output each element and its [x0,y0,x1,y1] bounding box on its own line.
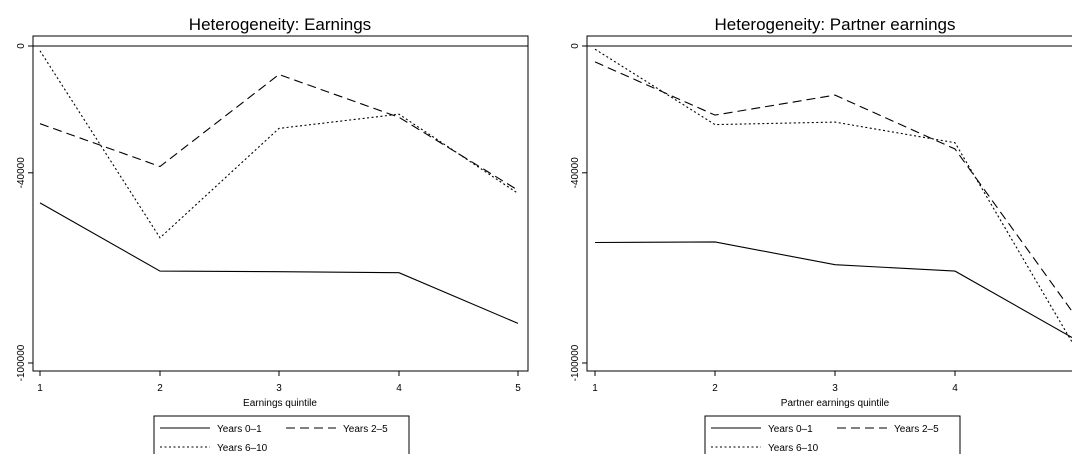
series-line-dotted [39,50,519,239]
y-tick-label: -100000 [16,344,27,381]
x-tick-label: 3 [276,383,282,394]
x-tick-label: 1 [37,383,43,394]
x-tick-label: 2 [157,383,163,394]
legend-box [704,415,961,454]
legend-label: Years 2–5 [894,424,939,435]
y-tick-label: 0 [16,43,27,49]
y-tick-label: -40000 [570,157,581,189]
legend-box [153,415,410,454]
x-axis-label: Earnings quintile [243,398,317,409]
chart-panel-2: Heterogeneity: Partner earnings 0 -40000 -1… [570,15,1072,454]
legend: Years 0–1 Years 2–5 Years 6–10 [153,415,410,454]
legend-label: Years 6–10 [768,443,819,454]
legend-label: Years 2–5 [343,424,388,435]
series-line-dotted [594,48,1072,344]
x-tick-label: 4 [952,383,958,394]
series-line-dashed [39,73,519,191]
y-tick-label: 0 [570,43,581,49]
plot-frame [32,35,529,372]
chart-title: Heterogeneity: Partner earnings [715,15,956,34]
x-tick-label: 5 [515,383,521,394]
legend-label: Years 0–1 [217,424,262,435]
legend-label: Years 0–1 [768,424,813,435]
series-line-solid [39,202,519,324]
legend: Years 0–1 Years 2–5 Years 6–10 [704,415,961,454]
series-line-dashed [594,61,1072,313]
chart-title: Heterogeneity: Earnings [189,15,371,34]
x-tick-label: 2 [712,383,718,394]
x-axis-label: Partner earnings quintile [781,398,890,409]
y-tick-label: -100000 [570,344,581,381]
y-tick-label: -40000 [16,157,27,189]
chart-panel-1: Heterogeneity: Earnings 0 -40000 -100000 1 2 3… [16,15,529,454]
x-tick-label: 3 [832,383,838,394]
legend-label: Years 6–10 [217,443,268,454]
series-line-solid [594,241,1072,339]
x-tick-label: 4 [396,383,402,394]
x-tick-label: 1 [592,383,598,394]
plot-frame [586,35,1072,372]
